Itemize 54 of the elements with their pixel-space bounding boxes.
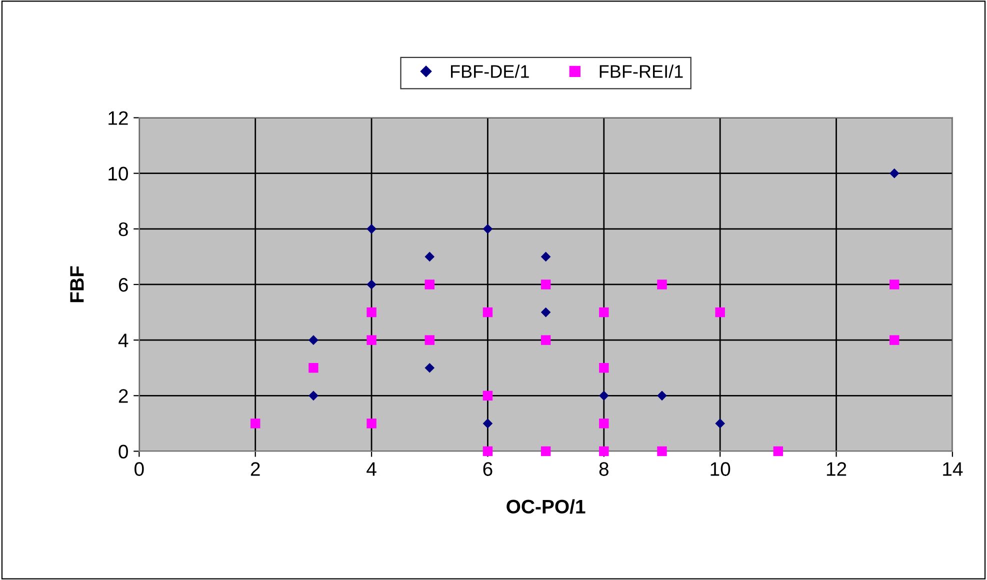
point [366,307,376,318]
point [250,418,260,428]
x-axis-title: OC-PO/1 [506,499,586,514]
point [308,390,318,401]
y-tick-label: 12 [108,111,128,125]
point [540,335,551,345]
x-tick-label: 4 [366,462,376,476]
point [598,390,609,401]
point [540,307,551,318]
x-tick-label: 0 [134,462,144,476]
point [657,390,667,401]
point [308,363,318,373]
y-tick-label: 2 [118,389,128,403]
point [715,307,725,318]
legend-label: FBF-DE/1 [450,64,529,78]
point [599,363,609,373]
x-tick-label: 14 [943,462,963,476]
point [773,446,784,456]
point [424,335,434,345]
legend-label: FBF-REI/1 [600,64,683,78]
point [424,362,435,373]
point [424,280,434,290]
x-tick-label: 2 [250,462,260,476]
point [657,446,667,456]
point [889,168,900,178]
point [366,335,376,345]
point [890,335,900,345]
y-axis-title: FBF [70,266,84,302]
x-tick-label: 8 [599,462,608,476]
point [308,335,318,345]
point [890,280,900,290]
point [366,224,376,234]
y-tick-label: 8 [118,222,128,236]
point [657,280,667,290]
point [424,252,435,262]
x-tick-label: 10 [710,462,730,476]
point [540,280,551,290]
point [599,307,609,318]
point [540,252,551,262]
point [366,418,376,428]
x-tick-label: 12 [826,462,846,476]
y-tick-label: 6 [118,278,128,292]
x-tick-label: 6 [483,462,492,476]
point [366,280,376,290]
point [715,418,725,428]
point [599,418,609,428]
point [482,307,493,318]
point [482,224,493,234]
point [482,418,493,428]
point [482,390,493,401]
y-tick-label: 10 [108,166,128,181]
y-tick-label: 0 [118,444,128,458]
point [540,446,551,456]
y-tick-label: 4 [118,334,128,348]
